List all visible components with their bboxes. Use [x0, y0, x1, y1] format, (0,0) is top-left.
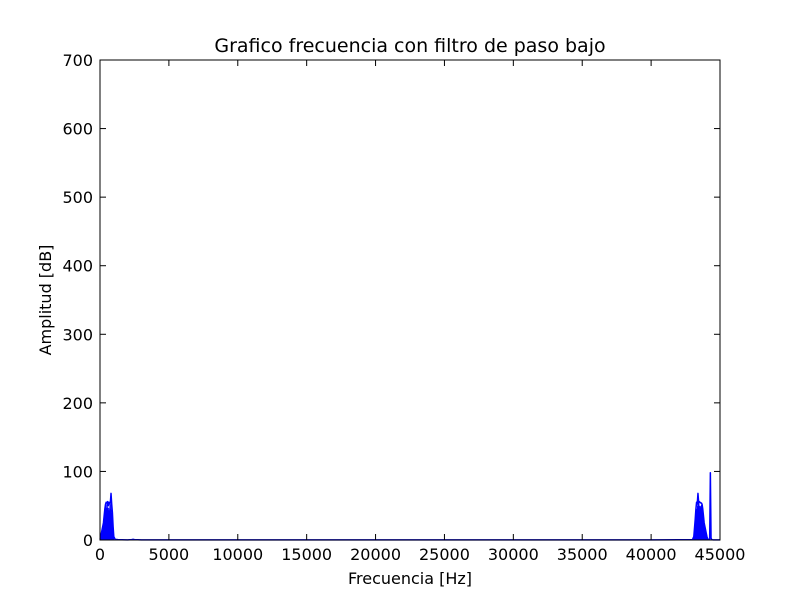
y-tick-label: 0 — [83, 531, 93, 550]
series-dense-band-0 — [99, 502, 115, 540]
y-tick-label: 200 — [62, 394, 93, 413]
x-axis-label: Frecuencia [Hz] — [348, 569, 472, 588]
x-tick-label: 10000 — [212, 545, 263, 564]
x-tick-label: 40000 — [626, 545, 677, 564]
x-tick-label: 0 — [95, 545, 105, 564]
y-tick-label: 600 — [62, 120, 93, 139]
y-tick-label: 300 — [62, 325, 93, 344]
x-tick-label: 45000 — [695, 545, 746, 564]
y-tick-label: 100 — [62, 462, 93, 481]
x-tick-label: 35000 — [557, 545, 608, 564]
y-tick-label: 400 — [62, 257, 93, 276]
series-layer — [99, 472, 720, 541]
y-tick-label: 500 — [62, 188, 93, 207]
chart-title: Grafico frecuencia con filtro de paso ba… — [214, 35, 605, 57]
x-tick-label: 5000 — [149, 545, 190, 564]
x-tick-label: 30000 — [488, 545, 539, 564]
x-tick-label: 25000 — [419, 545, 470, 564]
x-tick-label: 20000 — [350, 545, 401, 564]
plot-frame — [99, 59, 721, 541]
series-dense-band-1 — [693, 496, 709, 540]
y-tick-label: 700 — [62, 51, 93, 70]
tick-layer: 0 5000 10000 15000 20000 25000 30000 35000 40000… — [62, 51, 745, 564]
y-axis-label: Amplitud [dB] — [36, 245, 55, 356]
x-tick-label: 15000 — [281, 545, 332, 564]
